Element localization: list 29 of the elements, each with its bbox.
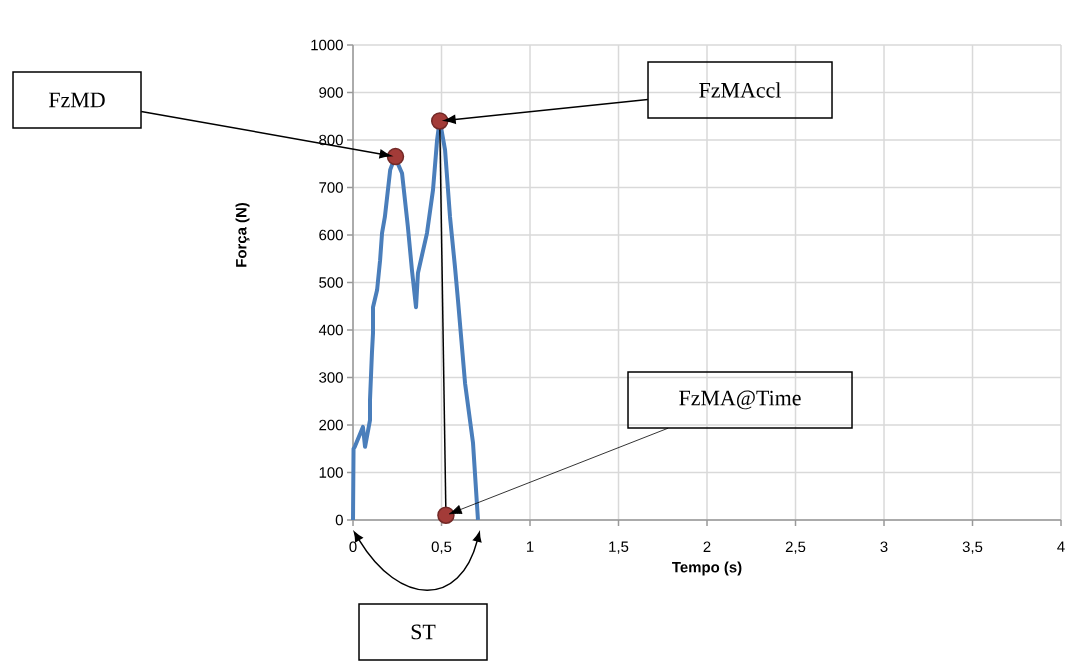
x-tick-label: 1,5 — [609, 541, 629, 554]
point — [430, 112, 449, 130]
y-axis-title: Força (N) — [235, 202, 250, 267]
y-tick-label: 200 — [319, 419, 343, 431]
y-tick-label: 300 — [319, 372, 343, 383]
x-tick-label: 4 — [1057, 541, 1065, 552]
text: FzMD — [49, 92, 105, 108]
y-tick-label: 1000 — [311, 39, 343, 51]
x-axis-title: Tempo (s) — [672, 561, 742, 576]
x-tick-label: 2,5 — [785, 541, 806, 554]
y-tick-label: 800 — [319, 134, 343, 146]
x-tick-label: 1 — [526, 541, 534, 552]
y-tick-label: 0 — [335, 514, 343, 526]
text: ST — [411, 624, 436, 640]
y-tick-label: 700 — [319, 182, 343, 193]
x-tick-label: 0 — [349, 541, 357, 553]
point — [437, 506, 455, 524]
annotation: FzMA@Time — [679, 390, 801, 410]
y-tick-label: 100 — [319, 467, 343, 478]
x-tick-label: 0,5 — [431, 541, 452, 554]
x-tick-label: 2 — [703, 541, 711, 552]
x-tick-label: 3 — [880, 541, 888, 553]
annotation: FzMAccl — [699, 82, 781, 98]
y-tick-label: 400 — [318, 324, 343, 336]
x-tick-label: 3,5 — [962, 541, 983, 554]
point — [386, 147, 405, 166]
y-tick-label: 600 — [319, 229, 343, 241]
y-tick-label: 900 — [319, 87, 343, 98]
y-tick-label: 500 — [319, 277, 343, 288]
